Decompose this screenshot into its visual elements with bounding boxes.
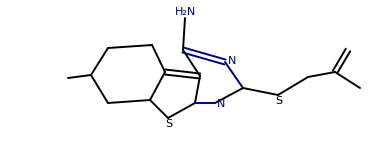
Text: S: S xyxy=(275,96,283,106)
Text: S: S xyxy=(166,119,173,129)
Text: N: N xyxy=(228,56,236,66)
Text: N: N xyxy=(217,99,225,109)
Text: H₂N: H₂N xyxy=(174,7,195,17)
